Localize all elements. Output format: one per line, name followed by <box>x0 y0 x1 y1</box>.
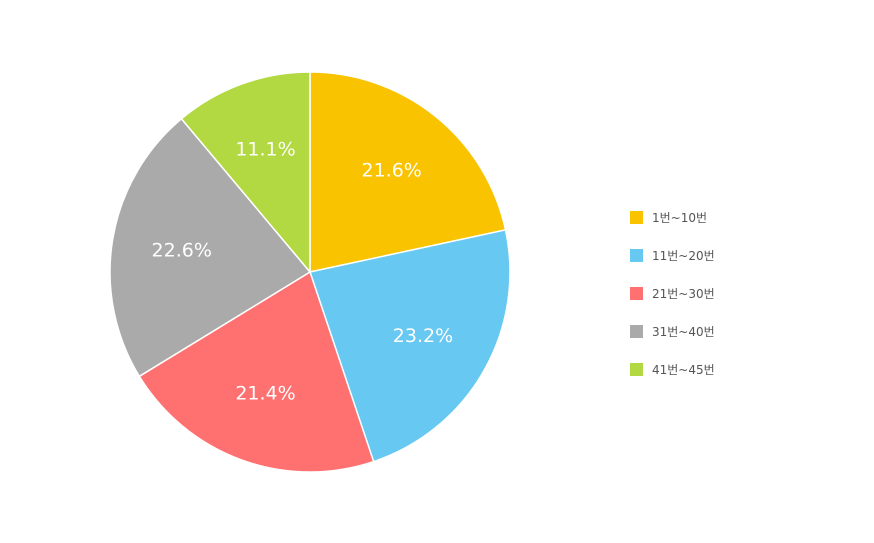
legend-item-2: 11번~20번 <box>630 236 830 274</box>
pie-slice-3 <box>138 270 375 473</box>
slice-value-label-3: 21.4% <box>235 383 295 405</box>
legend-swatch-2 <box>630 248 643 262</box>
pie-slice-5 <box>180 71 311 275</box>
legend-swatch-1 <box>630 210 643 224</box>
pie-slice-1 <box>309 71 507 273</box>
legend: 1번~10번 11번~20번 21번~30번 31번~40번 41번~45번 <box>630 198 830 388</box>
pie-slice-2 <box>309 228 511 463</box>
legend-item-1: 1번~10번 <box>630 198 830 236</box>
legend-item-4: 31번~40번 <box>630 312 830 350</box>
pie-slice-labels: 21.6% 23.2% 21.4% 22.6% 11.1% <box>152 138 454 404</box>
pie-slices <box>109 71 511 473</box>
slice-value-label-4: 22.6% <box>152 240 212 262</box>
legend-item-3: 21번~30번 <box>630 274 830 312</box>
legend-label-2: 11번~20번 <box>652 248 715 263</box>
legend-label-4: 31번~40번 <box>652 324 715 339</box>
slice-value-label-5: 11.1% <box>235 138 295 160</box>
legend-swatch-4 <box>630 324 643 338</box>
slice-value-label-1: 21.6% <box>361 159 421 181</box>
slice-value-label-2: 23.2% <box>393 325 453 347</box>
legend-label-5: 41번~45번 <box>652 362 715 377</box>
pie-slice-4 <box>109 117 312 378</box>
legend-swatch-5 <box>630 362 643 376</box>
legend-swatch-3 <box>630 286 643 300</box>
legend-item-5: 41번~45번 <box>630 350 830 388</box>
legend-label-1: 1번~10번 <box>652 210 708 225</box>
legend-label-3: 21번~30번 <box>652 286 715 301</box>
